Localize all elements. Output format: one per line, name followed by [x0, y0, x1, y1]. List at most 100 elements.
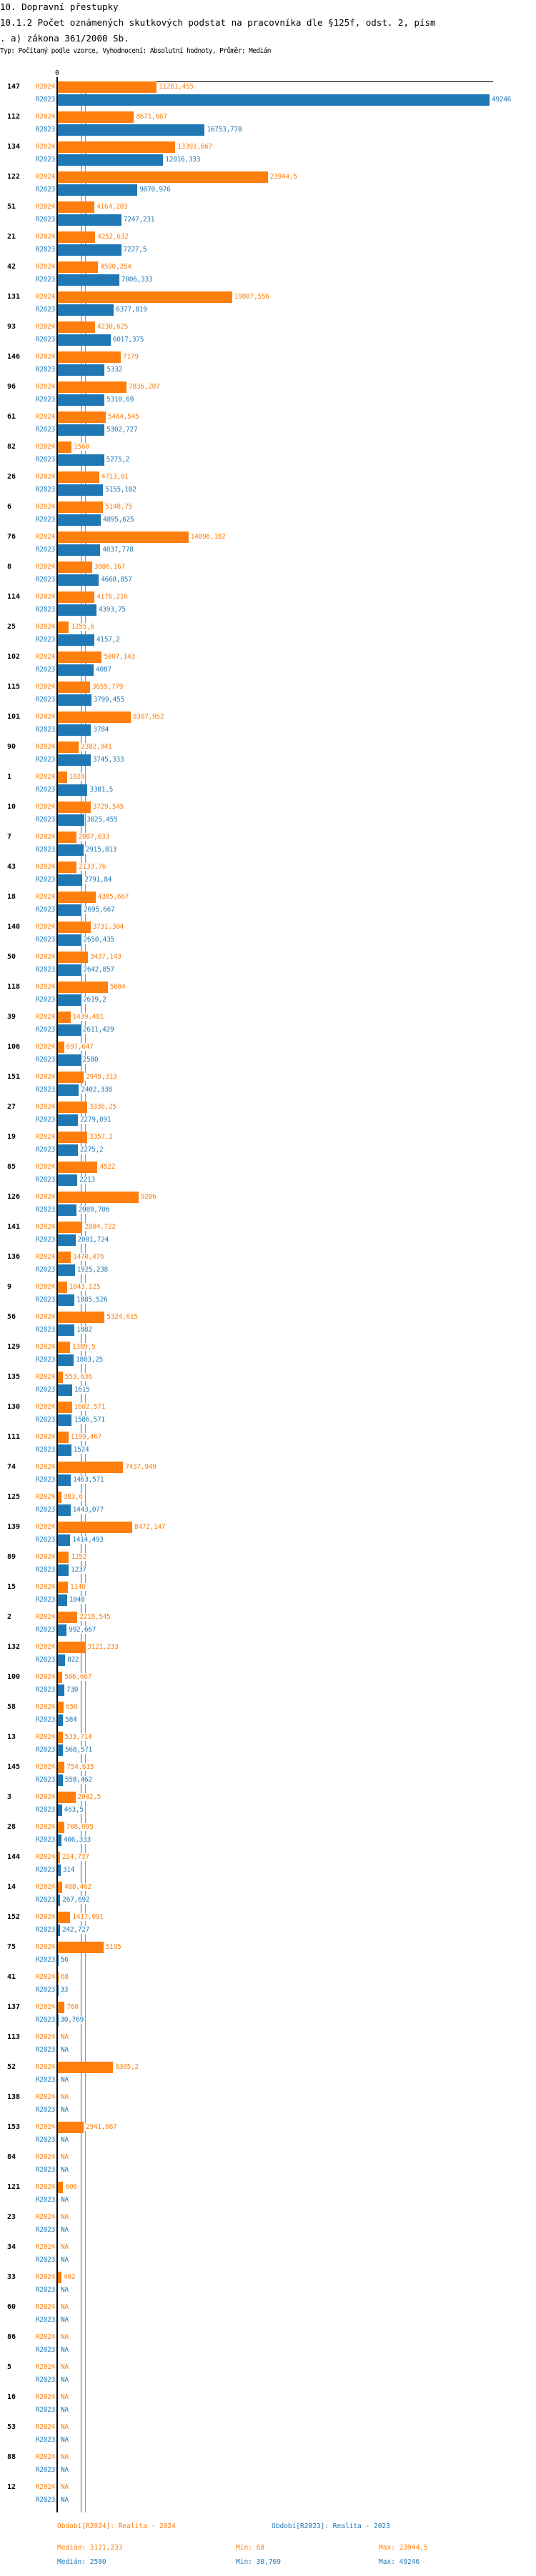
- bar-r2023: [58, 1744, 63, 1756]
- category-label: 115: [7, 683, 21, 691]
- series-label-r2024: R2024: [35, 1763, 55, 1771]
- bar-r2023: [58, 1114, 78, 1126]
- bar-r2024: [58, 1912, 71, 1923]
- series-label-r2024: R2024: [35, 233, 55, 241]
- series-label-r2023: R2023: [35, 2106, 55, 2114]
- category-label: 89: [7, 1553, 16, 1561]
- series-label-r2023: R2023: [35, 1986, 55, 1994]
- category-label: 100: [7, 1673, 21, 1681]
- series-label-r2024: R2024: [35, 473, 55, 481]
- value-label-r2023: 1443,077: [71, 1506, 105, 1514]
- bar-r2023: [58, 1444, 71, 1456]
- bar-r2024: [58, 111, 134, 123]
- bar-r2024: [58, 1582, 68, 1593]
- bar-r2023: [58, 1804, 62, 1816]
- series-label-r2023: R2023: [35, 1866, 55, 1874]
- bar-r2024: [58, 1672, 63, 1683]
- series-label-r2024: R2024: [35, 1133, 55, 1141]
- bar-r2024: [58, 1132, 88, 1143]
- value-label-r2023: NA: [60, 2406, 69, 2414]
- bar-r2024: [58, 2182, 64, 2193]
- value-label-r2024: 8671,667: [135, 113, 168, 121]
- value-label-r2024: 2804,722: [84, 1223, 116, 1231]
- bar-r2024: [58, 1852, 60, 1863]
- chart-title-line3: . a) zákona 361/2000 Sb.: [0, 33, 129, 44]
- category-label: 134: [7, 143, 21, 151]
- bar-r2023: [58, 214, 121, 226]
- category-label: 1: [7, 773, 12, 781]
- value-label-r2023: 463,5: [63, 1806, 84, 1814]
- series-label-r2024: R2024: [35, 413, 55, 421]
- value-label-r2023: 5155,102: [104, 486, 137, 494]
- value-label-r2023: 2089,706: [77, 1206, 110, 1214]
- bar-r2023: [58, 304, 114, 316]
- value-label-r2024: 3336,25: [88, 1103, 117, 1111]
- bar-r2024: [58, 982, 108, 993]
- category-label: 139: [7, 1523, 21, 1531]
- bar-r2023: [58, 1624, 67, 1636]
- series-label-r2024: R2024: [35, 593, 55, 601]
- bar-r2024: [58, 1042, 64, 1053]
- value-label-r2024: 68: [59, 1973, 69, 1981]
- value-label-r2023: 3745,333: [91, 756, 125, 764]
- series-label-r2024: R2024: [35, 2183, 55, 2191]
- bar-r2024: [58, 1762, 65, 1773]
- series-label-r2024: R2024: [35, 1313, 55, 1321]
- bar-r2024: [58, 1372, 63, 1383]
- bar-r2023: [58, 1714, 64, 1726]
- series-label-r2024: R2024: [35, 503, 55, 511]
- bar-r2023: [58, 964, 81, 976]
- value-label-r2024: 3731,304: [91, 923, 125, 931]
- value-label-r2024: 3437,143: [89, 953, 122, 961]
- bar-r2024: [58, 1282, 67, 1293]
- series-label-r2023: R2023: [35, 816, 55, 824]
- value-label-r2024: 2218,545: [79, 1613, 111, 1621]
- bar-r2024: [58, 501, 104, 513]
- value-label-r2023: NA: [60, 2226, 69, 2234]
- bar-r2024: [58, 141, 176, 153]
- bar-r2023: [58, 604, 96, 616]
- series-label-r2024: R2024: [35, 1583, 55, 1591]
- series-label-r2023: R2023: [35, 1356, 55, 1364]
- category-label: 102: [7, 653, 21, 661]
- value-label-r2023: 2915,813: [84, 846, 118, 854]
- bar-r2023: [58, 724, 91, 736]
- series-label-r2023: R2023: [35, 2226, 55, 2234]
- bar-r2024: [58, 201, 95, 213]
- value-label-r2023: 16753,778: [206, 126, 243, 134]
- series-label-r2024: R2024: [35, 1073, 55, 1081]
- series-label-r2023: R2023: [35, 1386, 55, 1394]
- bar-r2023: [58, 2015, 59, 2026]
- series-label-r2024: R2024: [35, 443, 55, 451]
- series-label-r2024: R2024: [35, 623, 55, 631]
- category-label: 114: [7, 593, 21, 601]
- series-label-r2024: R2024: [35, 323, 55, 331]
- series-label-r2024: R2024: [35, 1643, 55, 1651]
- value-label-r2023: 4087: [95, 666, 112, 674]
- category-label: 33: [7, 2273, 16, 2281]
- series-label-r2024: R2024: [35, 2213, 55, 2221]
- category-label: 34: [7, 2243, 16, 2251]
- bar-r2023: [58, 694, 91, 706]
- category-label: 121: [7, 2183, 21, 2191]
- category-label: 151: [7, 1073, 21, 1081]
- series-label-r2024: R2024: [35, 1403, 55, 1411]
- value-label-r2023: 2642,857: [82, 966, 115, 974]
- bar-r2024: [58, 742, 79, 753]
- category-label: 74: [7, 1463, 16, 1471]
- category-label: 58: [7, 1703, 16, 1711]
- series-label-r2023: R2023: [35, 1236, 55, 1244]
- series-label-r2023: R2023: [35, 156, 55, 164]
- category-label: 125: [7, 1493, 21, 1501]
- value-label-r2023: 1586,571: [73, 1416, 106, 1424]
- bar-r2024: [58, 1522, 132, 1533]
- series-label-r2024: R2024: [35, 953, 55, 961]
- bar-r2023: [58, 1985, 59, 1996]
- bar-r2024: [58, 2062, 114, 2073]
- series-label-r2023: R2023: [35, 576, 55, 584]
- bar-r2023: [58, 334, 111, 346]
- bar-r2023: [58, 244, 121, 256]
- bar-r2024: [58, 1792, 76, 1803]
- series-label-r2023: R2023: [35, 396, 55, 404]
- value-label-r2024: 5007,143: [103, 653, 136, 661]
